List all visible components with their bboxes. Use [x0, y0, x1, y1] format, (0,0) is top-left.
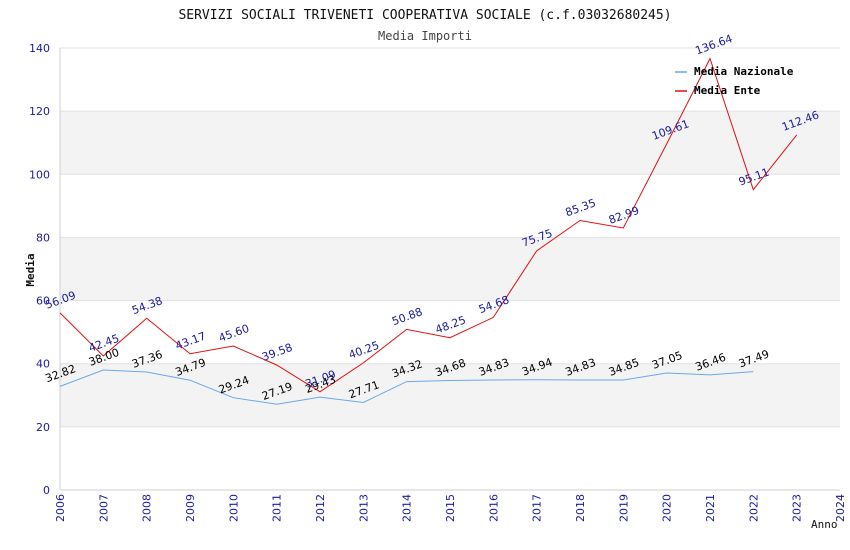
- x-tick-label: 2011: [271, 494, 284, 522]
- x-tick-label: 2008: [141, 494, 154, 522]
- x-tick-label: 2013: [357, 494, 370, 522]
- y-tick-label: 80: [36, 231, 50, 244]
- band-60-80: [60, 237, 840, 301]
- y-axis-title: Media: [24, 253, 37, 286]
- data-label: 136.64: [694, 32, 735, 57]
- data-label: 82.99: [607, 204, 641, 227]
- x-tick-label: 2006: [54, 494, 67, 522]
- x-tick-label: 2024: [834, 494, 847, 522]
- x-tick-label: 2015: [444, 494, 457, 522]
- x-tick-label: 2018: [574, 494, 587, 522]
- data-label: 85.35: [564, 196, 598, 219]
- legend-label-media-ente: Media Ente: [694, 84, 761, 97]
- x-tick-labels: 2006 2007 2008 2009 2010 2011 2012 2013 2014 2015…: [54, 494, 847, 522]
- y-tick-label: 0: [43, 484, 50, 497]
- x-tick-label: 2019: [617, 494, 630, 522]
- y-tick-label: 100: [29, 168, 50, 181]
- data-label: 39.58: [260, 341, 294, 364]
- band-100-120: [60, 111, 840, 175]
- band-20-40: [60, 363, 840, 427]
- y-tick-label: 60: [36, 295, 50, 308]
- x-tick-label: 2020: [661, 494, 674, 522]
- y-tick-labels: 0 20 40 60 80 100 120 140: [29, 42, 50, 497]
- data-label: 45.60: [217, 322, 251, 345]
- series-line-media-nazionale: [59, 369, 754, 405]
- y-tick-label: 140: [29, 42, 50, 55]
- x-tick-label: 2021: [704, 494, 717, 522]
- chart-title: SERVIZI SOCIALI TRIVENETI COOPERATIVA SO…: [178, 8, 671, 23]
- x-tick-label: 2022: [747, 494, 760, 522]
- x-tick-label: 2023: [791, 494, 804, 522]
- data-label: 50.88: [390, 305, 424, 328]
- series-lines: [59, 57, 798, 405]
- y-tick-label: 20: [36, 421, 50, 434]
- data-label: 40.25: [347, 339, 381, 362]
- x-tick-label: 2010: [227, 494, 240, 522]
- background-bands: [60, 111, 840, 427]
- x-tick-label: 2009: [184, 494, 197, 522]
- legend-label-media-nazionale: Media Nazionale: [694, 65, 794, 78]
- data-label: 48.25: [434, 313, 468, 336]
- legend: Media Nazionale Media Ente: [675, 65, 794, 97]
- series-line-media-ente: [59, 57, 798, 393]
- x-tick-label: 2007: [97, 494, 110, 522]
- x-axis-title: Anno: [811, 518, 838, 531]
- x-tick-label: 2012: [314, 494, 327, 522]
- x-tick-label: 2017: [531, 494, 544, 522]
- chart-subtitle: Media Importi: [378, 29, 472, 43]
- data-label: 43.17: [174, 330, 208, 353]
- y-tick-label: 40: [36, 358, 50, 371]
- x-tick-label: 2014: [401, 494, 414, 522]
- x-tick-label: 2016: [487, 494, 500, 522]
- y-tick-label: 120: [29, 105, 50, 118]
